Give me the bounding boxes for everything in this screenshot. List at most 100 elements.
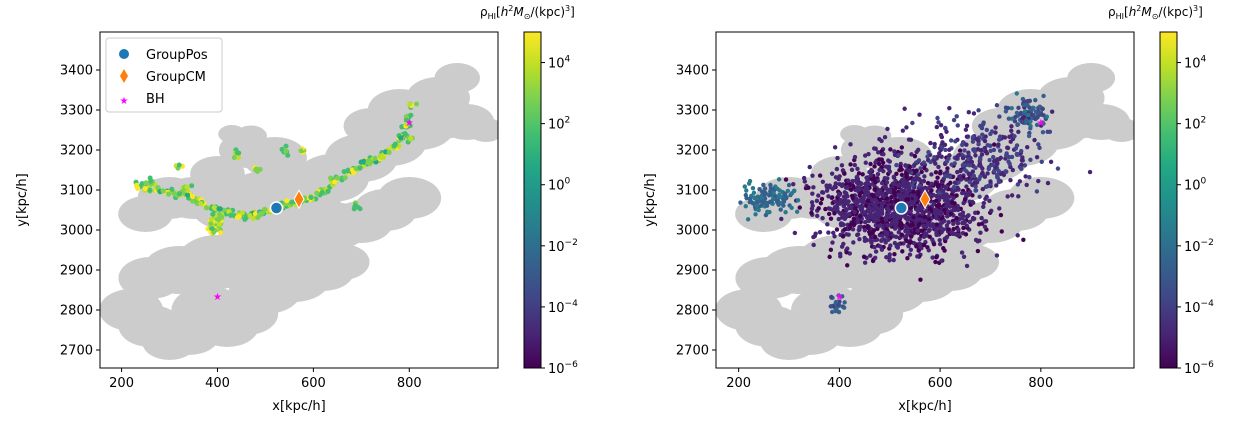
gas-point [953, 139, 958, 144]
gas-point [856, 187, 862, 192]
gas-point [912, 162, 917, 167]
gas-point [1016, 194, 1021, 199]
gas-point [904, 197, 909, 202]
gas-point [982, 174, 988, 179]
gas-point [916, 176, 922, 182]
gas-point [942, 192, 947, 197]
gas-region-39 [190, 156, 245, 192]
gas-point [813, 231, 818, 236]
gas-point [986, 166, 991, 172]
y-tick-label: 3300 [676, 104, 709, 119]
gas-point [1020, 96, 1026, 102]
gas-point [829, 309, 835, 315]
gas-point [939, 154, 944, 159]
legend-bh-marker: ★ [120, 96, 129, 107]
gas-point [888, 243, 893, 248]
gas-point [1037, 145, 1042, 151]
gas-point [236, 214, 242, 220]
gas-point [335, 175, 341, 181]
gas-point [994, 103, 1000, 108]
gas-point [284, 198, 290, 204]
gas-point [236, 154, 242, 160]
gas-point [934, 203, 940, 209]
gas-point [890, 181, 896, 186]
gas-point [204, 205, 210, 211]
gas-point [368, 159, 374, 165]
gas-point [949, 162, 954, 167]
gas-point [927, 227, 932, 233]
gas-point [943, 147, 948, 153]
legend-grouppos-label: GroupPos [146, 48, 208, 63]
gas-point [283, 143, 289, 149]
gas-point [957, 212, 963, 217]
gas-point [987, 157, 992, 163]
gas-point [811, 234, 816, 240]
chart-panel-right: 200 400 600 800 2700 2800 2900 3000 3100 3200 330… [643, 4, 1214, 414]
gas-point [995, 175, 1000, 180]
gas-point [955, 207, 961, 212]
gas-point [853, 200, 858, 205]
gas-point [955, 123, 960, 128]
gas-point [999, 229, 1004, 234]
gas-point [831, 303, 836, 309]
gas-point [857, 193, 862, 198]
gas-point [971, 147, 977, 152]
gas-point [973, 188, 978, 193]
y-tick-label: 2800 [60, 304, 93, 319]
gas-point [819, 196, 825, 202]
gas-point [254, 169, 260, 175]
gas-point [943, 204, 949, 209]
gas-point [1045, 180, 1051, 186]
gas-point [210, 211, 216, 217]
gas-point [331, 179, 338, 185]
gas-point [236, 150, 242, 156]
y-axis-label-left: y[kpc/h] [15, 173, 30, 226]
gas-point [920, 218, 926, 224]
gas-point [1035, 115, 1040, 120]
gas-point [944, 129, 949, 134]
gas-point [827, 254, 832, 260]
gas-point [816, 193, 821, 198]
gas-background-left [100, 63, 498, 360]
gas-point [897, 167, 902, 173]
plot-frame-right [715, 31, 1135, 369]
gas-point [742, 184, 747, 189]
gas-point [933, 161, 938, 166]
gas-point [974, 137, 980, 142]
gas-point [1009, 128, 1014, 134]
gas-point [962, 197, 968, 202]
gas-point [917, 236, 922, 242]
gas-point [846, 178, 851, 183]
gas-point [298, 148, 304, 154]
gas-point [789, 191, 795, 196]
gas-point [937, 151, 942, 156]
gas-point [862, 228, 868, 233]
gas-point [1026, 133, 1032, 139]
gas-region-32 [1102, 118, 1134, 142]
gas-point [964, 223, 969, 228]
gas-point [982, 224, 988, 230]
gas-point [942, 207, 947, 213]
gas-point [881, 225, 886, 230]
gas-point [908, 247, 914, 252]
gas-point [911, 215, 916, 220]
gas-point [892, 190, 897, 195]
gas-point [934, 198, 939, 203]
gas-point [937, 225, 943, 230]
gas-point [882, 184, 887, 190]
gas-point [857, 214, 863, 219]
gas-point [912, 153, 918, 159]
gas-point [983, 196, 988, 202]
gas-point [1034, 122, 1040, 128]
gas-point [899, 196, 905, 201]
gas-point [802, 179, 808, 184]
gas-point [848, 162, 853, 167]
colorbar-tick-label: 10−4 [548, 299, 578, 316]
gas-point [892, 152, 898, 158]
y-tick-label: 2800 [676, 304, 709, 319]
gas-point [937, 238, 942, 243]
gas-point [820, 215, 825, 221]
gas-point [885, 206, 891, 211]
gas-point [964, 263, 970, 269]
gas-point [917, 217, 922, 222]
